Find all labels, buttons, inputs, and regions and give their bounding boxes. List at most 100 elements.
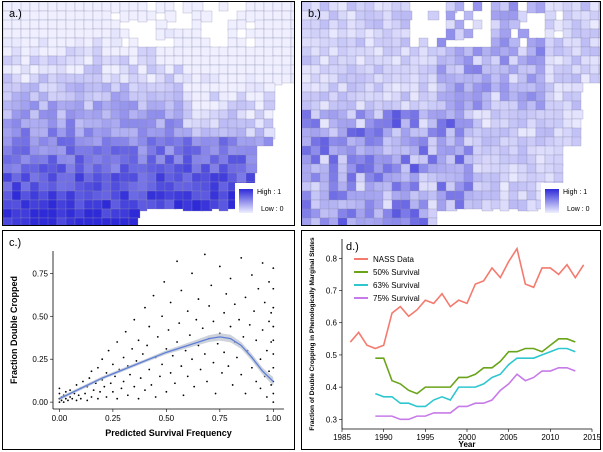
county-cell [56, 10, 67, 21]
county-cell [517, 127, 528, 138]
county-cell [29, 19, 40, 30]
county-cell [173, 91, 184, 102]
x-tick-label: 1995 [416, 433, 434, 442]
county-cell [571, 73, 582, 84]
county-cell [508, 199, 519, 210]
county-cell [472, 2, 483, 12]
scatter-point [82, 380, 84, 383]
scatter-point [161, 315, 163, 318]
county-cell [319, 46, 330, 57]
county-cell [418, 181, 429, 192]
county-cell [182, 82, 193, 93]
county-cell [173, 136, 184, 147]
county-cell [589, 28, 600, 39]
scatter-point [270, 384, 273, 386]
county-cell [101, 190, 112, 201]
county-cell [110, 19, 121, 30]
county-cell [245, 154, 258, 165]
scatter-point [150, 384, 153, 386]
county-cell [355, 91, 366, 102]
scatter-point [251, 274, 253, 276]
county-cell [173, 46, 184, 57]
county-cell [400, 145, 411, 156]
county-cell [391, 154, 402, 165]
county-cell [146, 109, 157, 120]
scatter-point [133, 385, 136, 388]
county-cell [517, 46, 528, 57]
county-cell [155, 28, 166, 41]
scatter-point [180, 365, 183, 367]
county-cell [418, 136, 429, 147]
county-cell [92, 46, 103, 57]
county-cell [517, 73, 528, 84]
map-a [3, 2, 294, 225]
county-cell [508, 82, 519, 93]
county-cell [272, 37, 283, 48]
county-cell [128, 109, 139, 120]
county-cell [92, 19, 103, 30]
x-tick-label: 1990 [375, 433, 393, 442]
scatter-point [233, 303, 236, 306]
county-cell [553, 91, 564, 102]
county-cell [499, 64, 510, 75]
county-cell [499, 91, 510, 102]
scatter-point [272, 401, 275, 404]
county-cell [589, 19, 600, 30]
x-tick-label: 1.00 [266, 414, 282, 423]
scatter-point [167, 329, 170, 331]
county-cell [65, 127, 76, 138]
county-cell [544, 100, 555, 111]
scatter-point [165, 390, 168, 393]
county-cell [200, 37, 211, 48]
county-cell [191, 37, 202, 48]
county-cell [218, 172, 229, 183]
county-cell [74, 82, 85, 93]
county-cell [346, 73, 357, 84]
county-cell [155, 199, 166, 210]
county-cell [418, 73, 429, 84]
county-cell [463, 91, 474, 102]
county-cell [490, 127, 501, 138]
county-cell [218, 100, 229, 111]
scatter-point [227, 365, 230, 367]
county-cell [517, 181, 528, 192]
scatter-point [193, 385, 196, 388]
county-cell [355, 127, 366, 138]
panel-a: a.) High : 1 Low : 0 [2, 1, 295, 226]
county-cell [110, 217, 121, 225]
county-cell [508, 91, 519, 102]
county-cell [83, 91, 94, 102]
legend-b-low: Low : 0 [567, 206, 590, 213]
county-cell [481, 46, 492, 57]
county-cell [155, 136, 166, 147]
county-cell [182, 46, 193, 57]
county-cell [598, 10, 600, 23]
county-cell [254, 109, 265, 120]
county-cell [281, 10, 292, 21]
county-cell [409, 109, 420, 120]
county-cell [409, 154, 420, 165]
county-cell [463, 100, 474, 111]
legend-label: NASS Data [373, 255, 414, 264]
county-cell [56, 37, 67, 48]
county-cell [155, 19, 168, 30]
panel-b: b.) High : 1 Low : 0 [301, 1, 601, 226]
scatter-point [244, 296, 247, 299]
county-cell [245, 172, 256, 183]
county-cell [92, 154, 103, 165]
county-cell [382, 37, 393, 48]
county-cell [508, 136, 519, 147]
county-cell [544, 118, 555, 129]
county-cell [101, 163, 112, 174]
county-cell [472, 199, 483, 210]
county-cell [29, 145, 40, 156]
scatter-point [129, 373, 131, 376]
county-cell [346, 19, 357, 30]
county-cell [263, 10, 274, 21]
county-cell [173, 28, 184, 39]
scatter-point [244, 392, 247, 395]
county-cell [454, 2, 465, 12]
scatter-point [111, 363, 114, 366]
county-cell [481, 181, 492, 192]
county-cell [310, 109, 321, 120]
